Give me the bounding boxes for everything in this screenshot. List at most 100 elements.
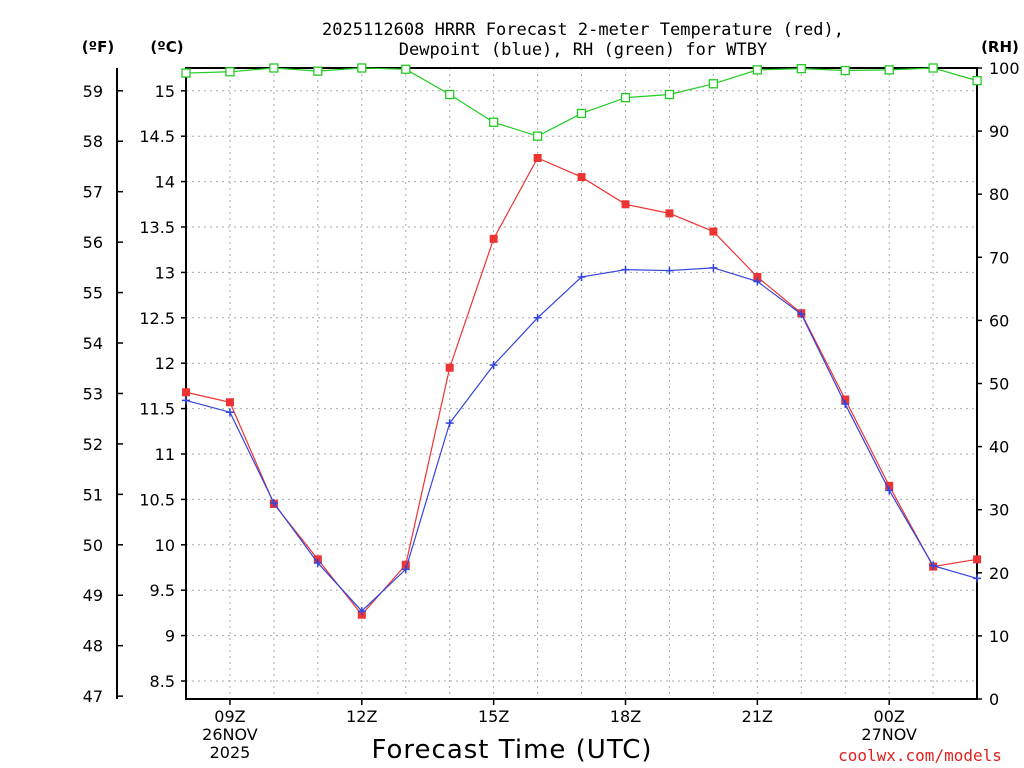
tick-label-rh: 90 — [989, 122, 1009, 141]
temperature-point — [445, 363, 454, 372]
rh-point — [708, 79, 719, 89]
dewpoint-point — [269, 499, 278, 508]
temperature-point — [753, 272, 762, 281]
temperature-point — [489, 234, 498, 243]
rh-point — [928, 63, 938, 73]
dewpoint-point — [885, 486, 894, 495]
rh-point — [576, 108, 587, 119]
tick-label-fahrenheit: 57 — [83, 183, 103, 202]
rh-point — [840, 65, 850, 76]
tick-label-fahrenheit: 52 — [83, 435, 103, 454]
temperature-point — [533, 153, 542, 162]
tick-label-celsius: 9 — [165, 627, 175, 646]
rh-point — [752, 65, 762, 75]
x-axis-label: Forecast Time (UTC) — [371, 735, 652, 765]
tick-label-rh: 80 — [989, 185, 1009, 204]
tick-label-celsius: 12 — [155, 354, 175, 373]
dewpoint-point — [621, 265, 630, 274]
temperature-point — [401, 560, 410, 569]
temperature-point — [621, 200, 630, 209]
tick-label-celsius: 14 — [155, 173, 175, 192]
dewpoint-point — [401, 565, 410, 574]
dewpoint-point — [577, 272, 586, 281]
tick-label-rh: 40 — [989, 438, 1009, 457]
temperature-point — [225, 398, 234, 407]
dewpoint-point — [709, 263, 718, 272]
tick-label-x: 21Z — [742, 707, 773, 726]
tick-label-celsius: 9.5 — [150, 581, 175, 600]
tick-label-rh: 60 — [989, 311, 1009, 330]
tick-label-rh: 100 — [989, 59, 1020, 78]
dewpoint-point — [665, 266, 674, 275]
unit-label-fahrenheit: (ºF) — [82, 38, 114, 56]
temperature-point — [665, 209, 674, 218]
rh-point — [488, 117, 499, 127]
temperature-point — [709, 227, 718, 236]
rh-point — [181, 68, 191, 78]
tick-label-x: 12Z — [346, 707, 377, 726]
tick-label-rh: 70 — [989, 248, 1009, 267]
credit-text: coolwx.com/models — [838, 746, 1002, 765]
tick-label-celsius: 11.5 — [139, 400, 175, 419]
tick-label-fahrenheit: 54 — [83, 334, 103, 353]
tick-label-x: 00Z — [874, 707, 905, 726]
tick-label-celsius: 8.5 — [150, 672, 175, 691]
rh-point — [401, 64, 411, 74]
unit-label-rh: (RH) — [981, 38, 1019, 56]
rh-point — [796, 63, 806, 74]
tick-label-x: 09Z — [214, 707, 245, 726]
tick-label-fahrenheit: 56 — [83, 233, 103, 252]
rh-point — [884, 65, 894, 75]
temperature-point — [841, 395, 850, 404]
tick-label-celsius: 11 — [155, 445, 175, 464]
dewpoint-point — [973, 574, 982, 583]
dewpoint-point — [225, 408, 234, 417]
tick-label-x: 27NOV — [861, 725, 917, 744]
plot-frame — [185, 67, 978, 700]
rh-point — [313, 66, 323, 76]
axis-ticks: 8.5 9 9.5 10 10.5 11 11.5 12 12.5 13 13.5 14 14.5 15 4… — [83, 59, 1020, 762]
dewpoint-point — [445, 419, 454, 428]
dewpoint-point — [841, 400, 850, 409]
rh-point — [664, 89, 675, 100]
tick-label-fahrenheit: 48 — [83, 637, 103, 656]
dewpoint-point — [182, 396, 190, 405]
unit-label-celsius: (ºC) — [150, 38, 183, 56]
rh-line — [185, 67, 978, 137]
dewpoint-point — [753, 277, 762, 286]
tick-label-celsius: 13 — [155, 263, 175, 282]
dewpoint-point — [929, 561, 938, 570]
temperature-point — [973, 555, 982, 564]
temperature-point — [885, 481, 894, 490]
rh-point — [445, 89, 455, 100]
temperature-point — [577, 173, 586, 182]
tick-label-fahrenheit: 51 — [83, 485, 103, 504]
tick-label-fahrenheit: 58 — [83, 132, 103, 151]
tick-label-rh: 0 — [989, 690, 999, 709]
tick-label-fahrenheit: 59 — [83, 82, 103, 101]
tick-label-x: 18Z — [610, 707, 641, 726]
tick-label-fahrenheit: 50 — [83, 536, 103, 555]
dewpoint-point — [533, 313, 542, 322]
dewpoint-point — [357, 607, 366, 616]
grid-lines — [186, 68, 977, 699]
rh-point — [269, 63, 279, 73]
tick-label-rh: 20 — [989, 564, 1009, 583]
tick-label-fahrenheit: 55 — [83, 284, 103, 303]
tick-label-fahrenheit: 53 — [83, 384, 103, 403]
rh-point — [532, 131, 543, 141]
rh-point — [225, 67, 235, 77]
tick-label-fahrenheit: 49 — [83, 586, 103, 605]
tick-label-celsius: 10.5 — [139, 490, 175, 509]
tick-label-celsius: 10 — [155, 536, 175, 555]
chart-title-line1: 2025112608 HRRR Forecast 2-meter Tempera… — [322, 20, 844, 40]
tick-label-celsius: 14.5 — [139, 127, 175, 146]
dewpoint-point — [313, 558, 322, 567]
tick-label-rh: 30 — [989, 501, 1009, 520]
dewpoint-point — [489, 361, 498, 370]
dewpoint-line — [185, 267, 978, 612]
temperature-point — [182, 388, 190, 397]
rh-point — [972, 75, 982, 86]
dewpoint-point — [797, 310, 806, 319]
